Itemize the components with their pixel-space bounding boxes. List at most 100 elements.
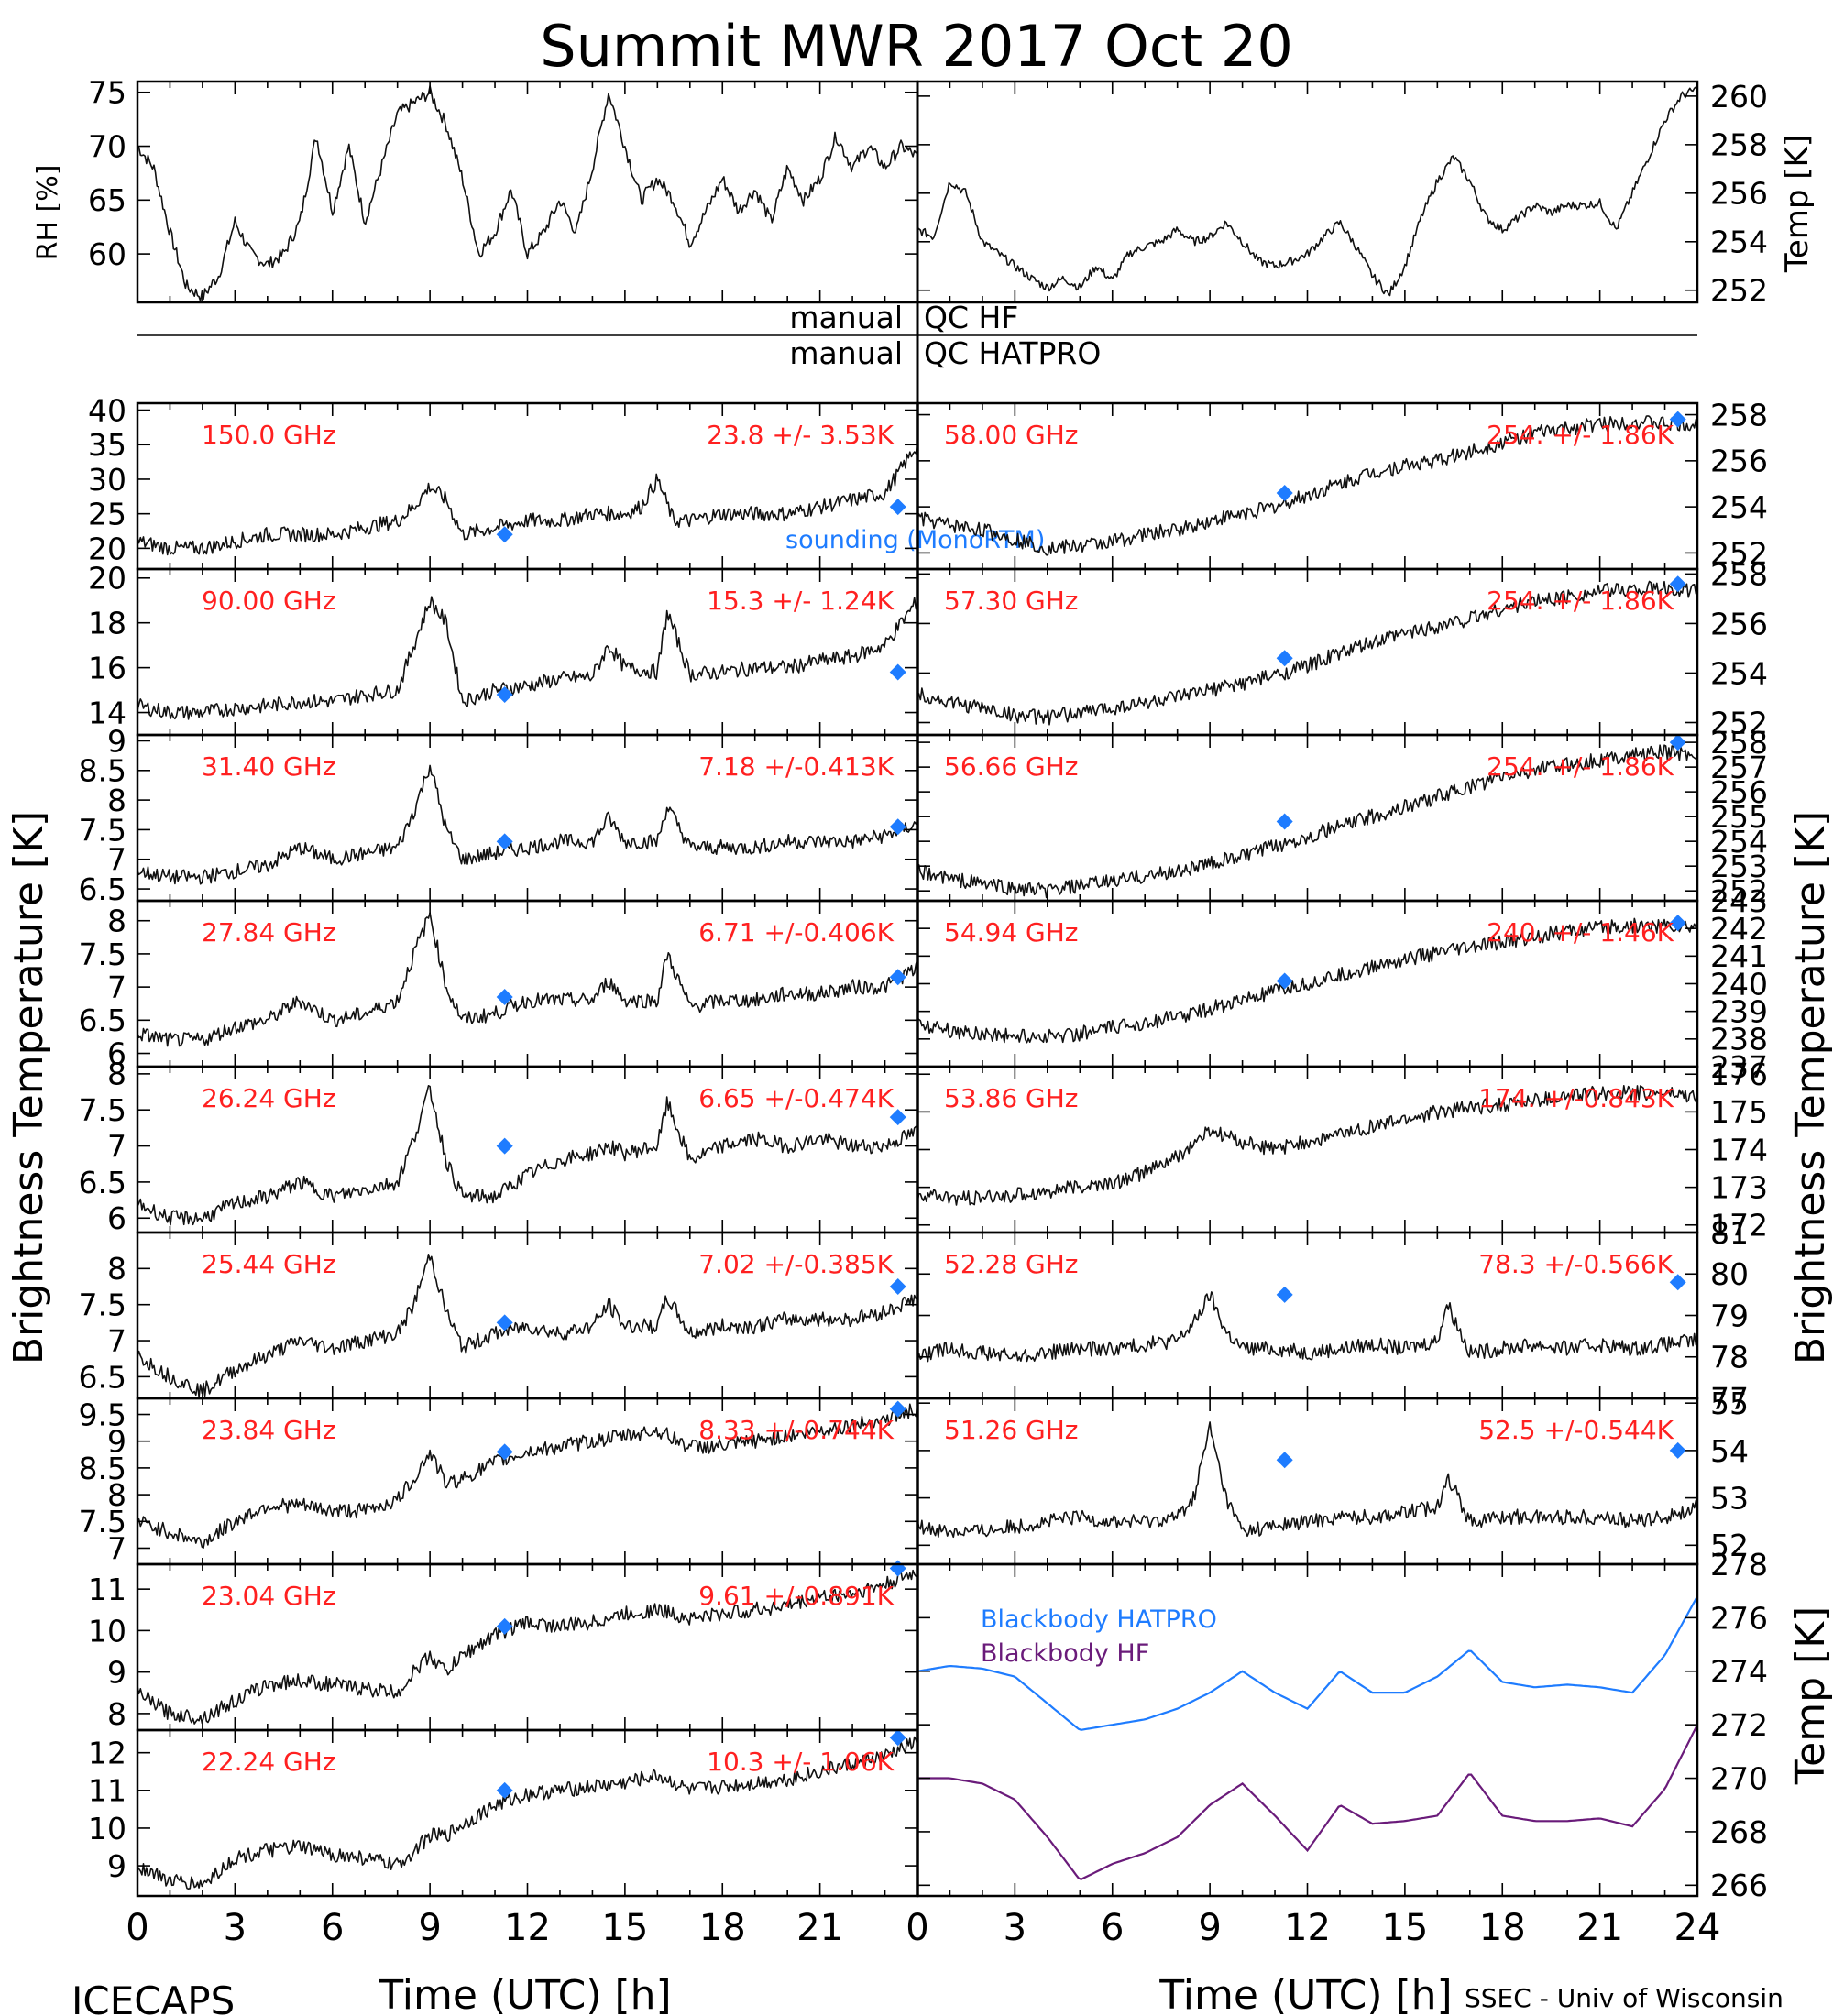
y-tick-label: 9	[107, 1424, 126, 1460]
y-tick-label: 252	[1710, 705, 1768, 740]
channel-trace	[137, 596, 918, 720]
y-tick-label: 20	[88, 561, 126, 597]
channel-stats-label: 6.71 +/-0.406K	[698, 917, 894, 948]
y-tick-label: 266	[1710, 1868, 1768, 1903]
bt-axis-left: Brightness Temperature [K]	[5, 811, 52, 1364]
channel-stats-label: 174. +/-0.843K	[1478, 1083, 1674, 1113]
channel-freq-label: 58.00 GHz	[944, 420, 1079, 450]
left-channel-panel: 77.588.599.5 23.84 GHz 8.33 +/-0.744K	[79, 1397, 919, 1566]
y-tick-label: 53	[1710, 1480, 1749, 1516]
y-tick-label: 7.5	[79, 812, 126, 848]
y-tick-label: 77	[1710, 1381, 1749, 1417]
left-channel-panel: 14 16 18 20 90.00 GHz 15.3 +/- 1.24K	[88, 561, 919, 737]
y-tick-label: 175	[1710, 1094, 1768, 1130]
rh-frame	[136, 80, 919, 304]
channel-freq-label: 52.28 GHz	[944, 1249, 1079, 1279]
y-tick-label: 256	[1710, 444, 1768, 479]
x-axis-label-left: Time (UTC) [h]	[378, 1972, 671, 2016]
y-tick-label: 10	[88, 1811, 126, 1846]
y-tick-label: 252	[1710, 273, 1768, 309]
channel-freq-label: 23.04 GHz	[202, 1581, 336, 1611]
channel-trace	[916, 415, 1698, 556]
y-tick-label: 6.5	[79, 1165, 126, 1200]
sounding-point	[1669, 1441, 1686, 1459]
y-tick-label: 81	[1710, 1215, 1749, 1251]
sounding-point	[496, 1443, 513, 1461]
channel-stats-label: 15.3 +/- 1.24K	[707, 586, 894, 616]
y-tick-label: 268	[1710, 1814, 1768, 1850]
bb-hf-line	[917, 1724, 1698, 1881]
y-tick-label: 40	[88, 392, 126, 428]
qc-hf-right: QC HF	[924, 300, 1018, 335]
y-tick-label: 242	[1710, 911, 1768, 947]
y-tick-label: 174	[1710, 1132, 1768, 1167]
y-tick-label: 172	[1710, 1208, 1768, 1244]
y-tick-label: 6.5	[79, 1359, 126, 1395]
y-tick-label: 253	[1710, 849, 1768, 884]
temp-frame	[916, 80, 1699, 304]
footer-icecaps: ICECAPS	[71, 1978, 235, 2016]
sounding-point	[889, 1729, 906, 1747]
y-tick-label: 238	[1710, 1022, 1768, 1057]
sounding-point	[496, 685, 513, 703]
channel-stats-label: 254. +/- 1.86K	[1487, 586, 1674, 616]
y-tick-label: 9	[107, 723, 126, 759]
left-channel-panel: 6.577.58 25.44 GHz 7.02 +/-0.385K	[79, 1231, 919, 1400]
sounding-point	[889, 818, 906, 836]
y-tick-label: 270	[1710, 1760, 1768, 1796]
x-tick-label-left: 9	[418, 1907, 441, 1949]
sounding-point	[496, 833, 513, 850]
y-tick-label: 260	[1710, 79, 1768, 115]
y-tick-label: 8	[107, 1251, 126, 1287]
sounding-point	[889, 1400, 906, 1418]
x-tick-label-left: 15	[601, 1907, 648, 1949]
sounding-point	[889, 499, 906, 516]
channel-freq-label: 22.24 GHz	[202, 1747, 336, 1777]
x-axis-label-right: Time (UTC) [h]	[1158, 1972, 1452, 2016]
channel-stats-label: 10.3 +/- 1.06K	[707, 1747, 894, 1777]
blackbody-panel: 266 268 270 272 274 276 278	[916, 1547, 1768, 1903]
sounding-point	[889, 969, 906, 986]
left-channel-panel: 66.577.58 26.24 GHz 6.65 +/-0.474K	[79, 1057, 919, 1236]
y-tick-label: 258	[1710, 556, 1768, 592]
sounding-point	[1276, 813, 1293, 830]
channel-freq-label: 150.0 GHz	[202, 420, 336, 450]
y-tick-label: 35	[88, 427, 126, 463]
sounding-point	[889, 1109, 906, 1126]
channel-trace	[137, 1736, 918, 1890]
qc-hatpro-right: QC HATPRO	[924, 335, 1101, 371]
y-tick-label: 75	[88, 75, 126, 111]
channel-trace	[916, 744, 1698, 899]
channel-trace	[916, 1421, 1698, 1539]
y-tick-label: 239	[1710, 994, 1768, 1030]
channel-freq-label: 56.66 GHz	[944, 751, 1079, 782]
channel-trace	[916, 580, 1698, 726]
bb-temp-axis-label: Temp [K]	[1787, 1606, 1833, 1785]
y-tick-label: 243	[1710, 883, 1768, 919]
sounding-point	[889, 1560, 906, 1577]
y-tick-label: 7	[107, 970, 126, 1005]
y-tick-label: 254	[1710, 225, 1768, 260]
y-tick-label: 54	[1710, 1433, 1749, 1469]
x-tick-label-left: 12	[504, 1907, 551, 1949]
y-tick-label: 274	[1710, 1654, 1768, 1690]
channel-freq-label: 27.84 GHz	[202, 917, 336, 948]
y-tick-label: 256	[1710, 176, 1768, 212]
x-tick-label-right: 6	[1101, 1907, 1124, 1949]
channel-stats-label: 7.18 +/-0.413K	[698, 751, 894, 782]
y-tick-label: 254	[1710, 824, 1768, 860]
channel-freq-label: 31.40 GHz	[202, 751, 336, 782]
channel-stats-label: 6.65 +/-0.474K	[698, 1083, 894, 1113]
y-tick-label: 7.5	[79, 1092, 126, 1128]
figure-title: Summit MWR 2017 Oct 20	[540, 13, 1293, 80]
channel-freq-label: 57.30 GHz	[944, 586, 1079, 616]
y-tick-label: 7.5	[79, 1287, 126, 1323]
y-tick-label: 258	[1710, 397, 1768, 433]
channel-trace	[137, 1401, 918, 1549]
x-tick-label-right: 3	[1004, 1907, 1026, 1949]
sounding-point	[1276, 650, 1293, 667]
channel-stats-label: 254. +/- 1.86K	[1487, 751, 1674, 782]
x-tick-label-right: 24	[1674, 1907, 1721, 1949]
